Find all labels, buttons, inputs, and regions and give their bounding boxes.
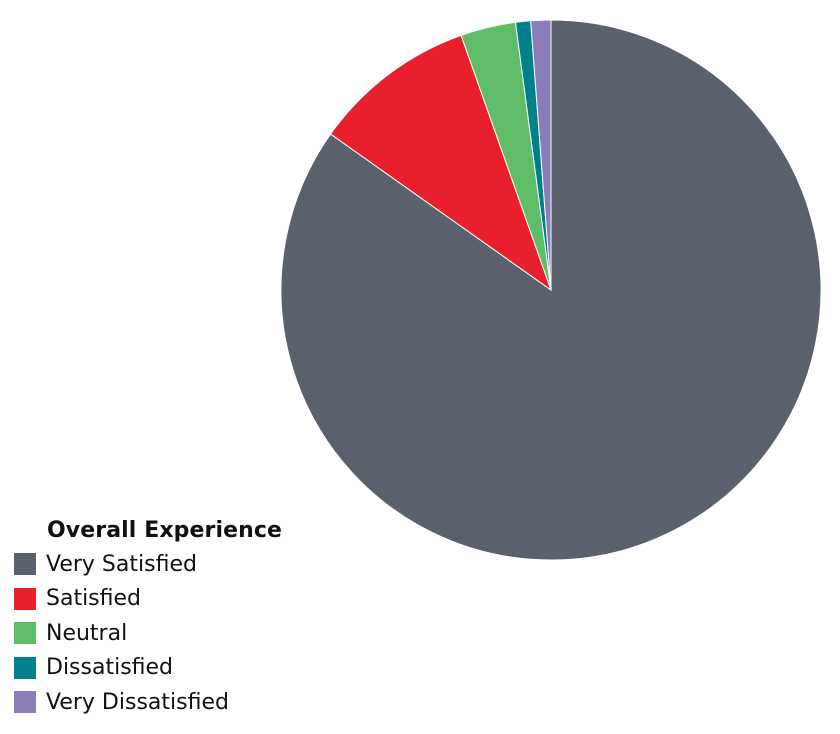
legend-label: Very Satisfied: [46, 551, 197, 577]
legend: Overall Experience Very Satisfied Satisf…: [14, 518, 282, 720]
legend-label: Neutral: [46, 620, 128, 646]
legend-swatch: [14, 622, 36, 645]
pie-slice-satisfied: [329, 34, 552, 292]
legend-label: Very Dissatisfied: [46, 689, 229, 715]
legend-item-very-satisfied: Very Satisfied: [14, 547, 282, 582]
legend-label: Dissatisfied: [46, 655, 174, 681]
legend-label: Satisfied: [46, 586, 142, 612]
pie-slice-very-dissatisfied: [530, 19, 552, 291]
legend-swatch: [14, 691, 36, 714]
legend-swatch: [14, 587, 36, 610]
legend-swatch: [14, 656, 36, 679]
legend-item-dissatisfied: Dissatisfied: [14, 651, 282, 686]
legend-title: Overall Experience: [47, 518, 283, 543]
pie-slice-very-satisfied: [280, 19, 822, 561]
legend-item-satisfied: Satisfied: [14, 582, 282, 617]
legend-item-neutral: Neutral: [14, 616, 282, 651]
legend-item-very-dissatisfied: Very Dissatisfied: [14, 685, 282, 720]
legend-swatch: [14, 553, 36, 576]
